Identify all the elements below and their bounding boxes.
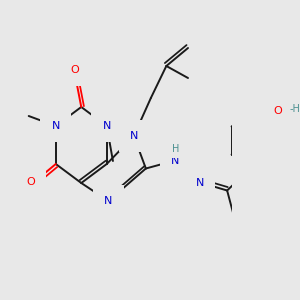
Text: N: N (52, 121, 60, 131)
Text: N: N (104, 196, 112, 206)
Text: O: O (26, 177, 34, 187)
Text: O: O (274, 106, 283, 116)
Text: N: N (171, 155, 179, 166)
Text: N: N (103, 121, 111, 131)
Text: N: N (130, 131, 138, 141)
Text: -H: -H (289, 103, 300, 113)
Text: H: H (172, 143, 179, 154)
Text: O: O (71, 65, 80, 75)
Text: N: N (196, 178, 204, 188)
